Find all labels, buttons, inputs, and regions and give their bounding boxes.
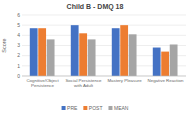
chart-container: Child B - DMQ 18 0 1 2 3 4 5 6 Score Cognitive/Ob… xyxy=(0,0,190,114)
chart-svg: Child B - DMQ 18 0 1 2 3 4 5 6 Score Cognitive/Ob… xyxy=(0,0,190,114)
legend: PRE POST MEAN xyxy=(62,105,129,111)
bar xyxy=(88,39,96,76)
y-tick-label: 1 xyxy=(17,63,20,69)
x-tick-label-line: Negative Reaction xyxy=(148,78,184,83)
y-axis-label: Score xyxy=(1,38,7,52)
x-tick-label: Cognitive/ObjectPersistence xyxy=(26,78,59,88)
bar xyxy=(153,48,161,76)
legend-swatch xyxy=(83,106,87,110)
y-tick-label: 0 xyxy=(17,73,20,79)
legend-swatch xyxy=(108,106,112,110)
bar xyxy=(170,44,178,76)
legend-swatch xyxy=(62,106,66,110)
x-tick-label-line: Persistence xyxy=(31,83,54,88)
bar xyxy=(120,25,128,76)
y-tick-label: 2 xyxy=(17,52,20,58)
bars xyxy=(30,25,178,76)
x-tick-label-line: with Adult xyxy=(74,83,94,88)
bar xyxy=(129,34,137,76)
bar xyxy=(71,25,79,76)
legend-label: PRE xyxy=(67,105,78,111)
x-tick-label: Mastery Pleasure xyxy=(107,78,142,83)
x-tick-label-line: Mastery Pleasure xyxy=(107,78,142,83)
y-tick-label: 3 xyxy=(17,42,20,48)
grid-line xyxy=(22,15,186,16)
x-axis-line xyxy=(22,76,186,77)
bar xyxy=(112,28,120,76)
grid-line xyxy=(22,35,186,36)
bar xyxy=(47,39,55,76)
bar xyxy=(38,28,46,76)
grid-line xyxy=(22,25,186,26)
y-tick-label: 6 xyxy=(17,12,20,18)
legend-label: MEAN xyxy=(114,105,129,111)
grid xyxy=(22,15,186,76)
title: Child B - DMQ 18 xyxy=(67,3,124,11)
grid-line xyxy=(22,45,186,46)
bar xyxy=(161,52,169,76)
x-tick-label: Social Persistencewith Adult xyxy=(65,78,102,88)
legend-label: POST xyxy=(89,105,103,111)
y-tick-label: 5 xyxy=(17,22,20,28)
bar xyxy=(79,33,87,76)
x-tick-label: Negative Reaction xyxy=(148,78,184,83)
y-tick-label: 4 xyxy=(17,32,20,38)
bar xyxy=(30,28,38,76)
